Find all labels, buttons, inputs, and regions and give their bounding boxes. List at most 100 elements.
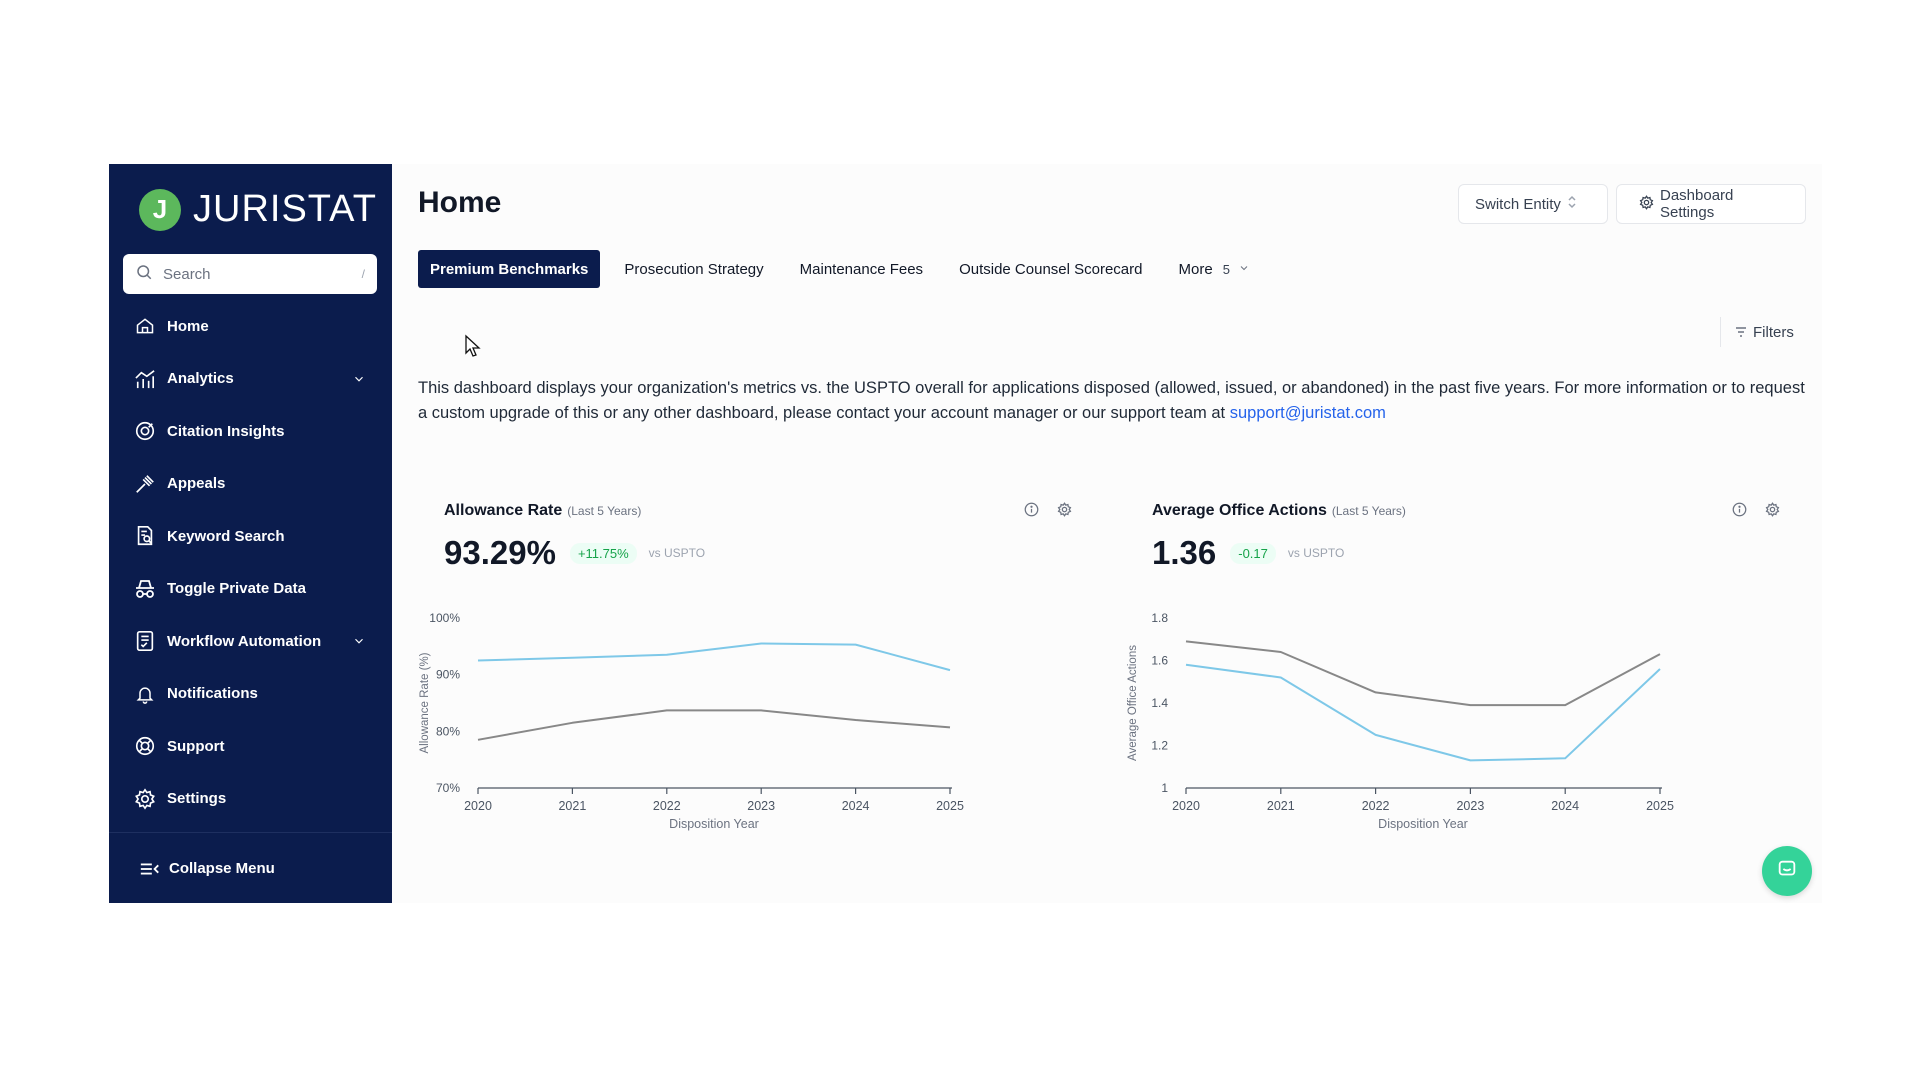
app-window: J JURISTAT Search / Home Analytics — [109, 164, 1822, 903]
sidebar: J JURISTAT Search / Home Analytics — [109, 164, 392, 903]
chevron-down-icon[interactable] — [352, 634, 366, 648]
sidebar-item-label: Notifications — [167, 685, 258, 703]
x-tick-label: 2023 — [1456, 799, 1484, 813]
gavel-icon — [133, 472, 157, 496]
tab-more[interactable]: More 5 — [1167, 250, 1262, 288]
sidebar-item-citation-insights[interactable]: Citation Insights — [109, 405, 392, 458]
y-tick-label: 1.4 — [1151, 696, 1168, 710]
sidebar-item-label: Keyword Search — [167, 527, 285, 545]
mouse-cursor-icon — [464, 334, 482, 363]
sidebar-item-notifications[interactable]: Notifications — [109, 668, 392, 721]
switch-entity-button[interactable]: Switch Entity — [1458, 184, 1608, 224]
tab-premium-benchmarks[interactable]: Premium Benchmarks — [418, 250, 601, 288]
sidebar-divider — [109, 832, 392, 833]
x-tick-label: 2025 — [936, 799, 964, 813]
average-office-actions-chart: 1 1.2 1.4 1.6 1.8 2020 2021 2022 2023 2024 2025 Dis… — [1127, 611, 1674, 831]
x-tick-label: 2021 — [1267, 799, 1295, 813]
y-tick-label: 90% — [436, 668, 460, 682]
series-line-0 — [477, 642, 951, 672]
chat-support-button[interactable] — [1762, 846, 1812, 896]
sidebar-item-toggle-private-data[interactable]: Toggle Private Data — [109, 563, 392, 616]
metric-vs-label: vs USPTO — [1287, 546, 1345, 560]
search-shortcut: / — [361, 267, 365, 281]
sidebar-item-label: Appeals — [167, 475, 226, 493]
x-axis-label: Disposition Year — [669, 817, 759, 831]
sidebar-item-label: Support — [167, 737, 225, 755]
tab-maintenance-fees[interactable]: Maintenance Fees — [799, 260, 924, 278]
info-icon[interactable] — [1024, 502, 1039, 517]
x-tick-label: 2020 — [464, 799, 492, 813]
collapse-menu-icon — [139, 861, 161, 877]
gear-icon[interactable] — [1057, 502, 1072, 517]
sidebar-item-label: Analytics — [167, 370, 234, 388]
dashboard-settings-label: Dashboard Settings — [1660, 187, 1734, 221]
average-office-actions-card: Average Office Actions (Last 5 Years) 1.… — [1126, 490, 1822, 900]
logo-mark: J — [139, 188, 181, 231]
checklist-icon — [133, 629, 157, 653]
chevron-up-down-icon — [1561, 195, 1583, 213]
dashboard-settings-button[interactable]: Dashboard Settings — [1616, 184, 1806, 224]
metric-delta-badge: +11.75% — [569, 542, 637, 564]
x-tick-label: 2024 — [842, 799, 870, 813]
tab-more-label: More — [1178, 260, 1213, 278]
bell-icon — [133, 682, 157, 706]
search-icon — [135, 263, 153, 285]
sidebar-item-analytics[interactable]: Analytics — [109, 353, 392, 406]
series-line-1 — [1185, 640, 1661, 707]
sidebar-item-settings[interactable]: Settings — [109, 773, 392, 826]
juristat-logo[interactable]: J JURISTAT — [139, 188, 377, 231]
lifebuoy-icon — [133, 734, 157, 758]
x-tick-label: 2022 — [1362, 799, 1390, 813]
collapse-menu-label: Collapse Menu — [169, 860, 275, 877]
x-tick-label: 2025 — [1646, 799, 1674, 813]
sidebar-item-support[interactable]: Support — [109, 720, 392, 773]
y-tick-label: 100% — [429, 611, 460, 625]
filters-label: Filters — [1753, 323, 1794, 341]
main-content: Home Switch Entity Dashboard Settings Pr… — [392, 164, 1822, 903]
dashboard-tabs: Premium Benchmarks Prosecution Strategy … — [418, 250, 1274, 288]
page-title: Home — [418, 186, 502, 219]
incognito-icon — [133, 577, 157, 601]
y-tick-label: 1 — [1161, 781, 1168, 795]
allowance-rate-card: Allowance Rate (Last 5 Years) 93.29% +11… — [418, 490, 1118, 900]
document-search-icon — [133, 524, 157, 548]
tab-outside-counsel-scorecard[interactable]: Outside Counsel Scorecard — [959, 260, 1143, 278]
x-axis-label: Disposition Year — [1378, 817, 1468, 831]
sidebar-item-home[interactable]: Home — [109, 300, 392, 353]
x-tick-label: 2020 — [1172, 799, 1200, 813]
sidebar-item-appeals[interactable]: Appeals — [109, 458, 392, 511]
y-tick-label: 1.2 — [1151, 739, 1168, 753]
support-email-link[interactable]: support@juristat.com — [1229, 404, 1386, 422]
search-placeholder: Search — [163, 265, 211, 283]
gear-icon — [1633, 194, 1660, 214]
home-icon — [133, 314, 157, 338]
description-text: This dashboard displays your organizatio… — [418, 379, 1805, 422]
metric-value: 93.29% — [444, 534, 556, 571]
y-tick-label: 80% — [436, 724, 460, 738]
gear-icon — [133, 787, 157, 811]
x-tick-label: 2022 — [653, 799, 681, 813]
sidebar-item-label: Settings — [167, 790, 227, 808]
chat-icon — [1776, 858, 1798, 885]
analytics-icon — [133, 367, 157, 391]
sidebar-item-label: Citation Insights — [167, 422, 285, 440]
x-tick-label: 2024 — [1551, 799, 1579, 813]
x-tick-label: 2021 — [558, 799, 586, 813]
sidebar-nav: Home Analytics Citation Insights — [109, 300, 392, 825]
tab-prosecution-strategy[interactable]: Prosecution Strategy — [624, 260, 764, 278]
sidebar-item-workflow-automation[interactable]: Workflow Automation — [109, 615, 392, 668]
series-line-0 — [1185, 663, 1661, 762]
collapse-menu-button[interactable]: Collapse Menu — [139, 860, 275, 877]
metric-vs-label: vs USPTO — [648, 546, 706, 560]
sidebar-item-keyword-search[interactable]: Keyword Search — [109, 510, 392, 563]
search-input[interactable]: Search / — [123, 254, 377, 294]
filters-button[interactable]: Filters — [1720, 317, 1794, 347]
gear-icon[interactable] — [1765, 502, 1780, 517]
sidebar-item-label: Home — [167, 317, 209, 335]
chevron-down-icon[interactable] — [352, 372, 366, 386]
x-tick-label: 2023 — [747, 799, 775, 813]
info-icon[interactable] — [1732, 502, 1747, 517]
card-subtitle: (Last 5 Years) — [567, 504, 642, 518]
logo-text: JURISTAT — [193, 188, 377, 230]
y-tick-label: 1.6 — [1151, 654, 1168, 668]
